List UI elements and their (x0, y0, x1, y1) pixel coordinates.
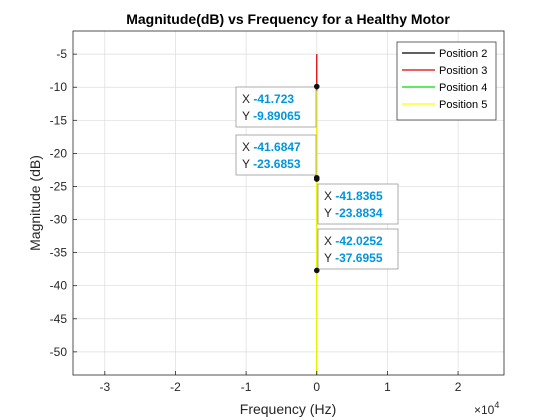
datatip-marker[interactable] (313, 267, 320, 274)
datatip-x-value: -42.0252 (335, 234, 383, 248)
y-tick-label: -15 (50, 113, 68, 127)
datatip-y-row: Y -23.6853 (242, 157, 301, 171)
datatip-x-value: -41.8365 (335, 189, 383, 203)
datatip-x-row: X -41.723 (242, 92, 294, 106)
legend-label: Position 4 (439, 82, 487, 94)
legend-entry[interactable]: Position 4 (402, 82, 487, 94)
x-exponent-base: ×10 (474, 403, 495, 417)
datatip-x-value: -41.6847 (253, 140, 301, 154)
datatip-y-row: Y -23.8834 (324, 206, 383, 220)
legend-entry[interactable]: Position 2 (402, 48, 487, 60)
datatip-x-label: X (324, 189, 335, 203)
legend-label: Position 3 (439, 65, 487, 77)
datatip-x-value: -41.723 (253, 92, 294, 106)
datatip-x-row: X -42.0252 (324, 234, 383, 248)
x-axis-label: Frequency (Hz) (240, 401, 336, 417)
y-axis-label: Magnitude (dB) (27, 155, 43, 251)
x-tick-label: -2 (170, 380, 181, 394)
datatip-y-label: Y (242, 109, 253, 123)
datatip-x-row: X -41.6847 (242, 140, 301, 154)
plot-box (72, 30, 505, 376)
y-tick-label: -25 (50, 179, 68, 193)
datatip-y-row: Y -9.89065 (242, 109, 301, 123)
legend-entry[interactable]: Position 5 (402, 99, 487, 111)
legend-box (396, 41, 497, 121)
legend-label: Position 2 (439, 48, 487, 60)
datatip-x-label: X (242, 92, 253, 106)
x-exponent-power: 4 (494, 400, 499, 410)
datatip-box (317, 183, 399, 225)
x-tick-label: -1 (241, 380, 252, 394)
legend-label: Position 5 (439, 99, 487, 111)
datatip-y-label: Y (324, 251, 335, 265)
y-tick-label: -10 (50, 80, 68, 94)
x-tick-label: -3 (99, 380, 110, 394)
y-tick-label: -30 (50, 213, 68, 227)
y-tick-label: -5 (56, 47, 67, 61)
datatip-x-label: X (242, 140, 253, 154)
data-series-layer (73, 54, 318, 376)
y-tick-label: -45 (50, 312, 68, 326)
datatip-y-label: Y (242, 157, 253, 171)
datatip-marker[interactable] (313, 176, 320, 182)
datatip-box (235, 134, 317, 176)
chart-title: Magnitude(dB) vs Frequency for a Healthy… (126, 11, 450, 27)
datatip-x-label: X (324, 234, 335, 248)
datatip-box (235, 86, 317, 128)
datatip-y-value: -23.6853 (253, 157, 301, 171)
x-tick-label: 1 (384, 380, 391, 394)
y-tick-label: -40 (50, 279, 68, 293)
datatip-y-value: -23.8834 (335, 206, 383, 220)
x-exponent-label: ×104 (474, 400, 499, 417)
datatip-y-row: Y -37.6955 (324, 251, 383, 265)
y-tick-label: -50 (50, 345, 68, 359)
datatip-y-value: -9.89065 (253, 109, 301, 123)
datatip-x-row: X -41.8365 (324, 189, 383, 203)
x-tick-label: 2 (455, 380, 462, 394)
datatip-y-label: Y (324, 206, 335, 220)
legend[interactable]: Position 2 Position 3 Position 4 Position 5 (396, 41, 497, 121)
y-tick-label: -20 (50, 146, 68, 160)
datatip-y-value: -37.6955 (335, 251, 383, 265)
datatip-box (317, 228, 399, 270)
legend-entry[interactable]: Position 3 (402, 65, 487, 77)
x-tick-label: 0 (313, 380, 320, 394)
axis-ticks: -3 -2 -1 0 1 2-5-10-15-20-25-30-35-40-45-50 (50, 47, 462, 394)
datatip-marker[interactable] (313, 83, 320, 90)
y-tick-label: -35 (50, 246, 68, 260)
